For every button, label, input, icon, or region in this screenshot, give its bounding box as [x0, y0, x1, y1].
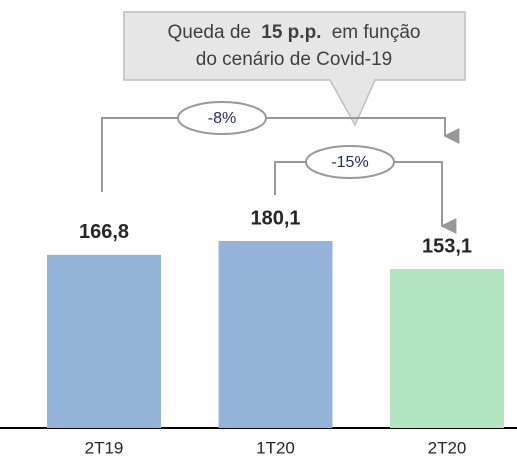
callout-bold: 15 p.p.: [261, 22, 321, 43]
change-label: -15%: [331, 154, 368, 171]
callout-line1: Queda de 15 p.p. em função: [168, 22, 421, 43]
callout-box: [123, 11, 466, 127]
callout-line2: do cenário de Covid-19: [196, 49, 392, 70]
change-bubble: [305, 145, 395, 179]
callout-text: em função: [332, 22, 421, 43]
change-bubble: [177, 101, 267, 135]
x-tick-label: 2T20: [428, 438, 467, 457]
bar: [218, 241, 333, 428]
callout-text: Queda de: [168, 22, 251, 43]
value-label: 153,1: [422, 235, 472, 257]
value-label: 180,1: [250, 207, 300, 229]
change-label: -8%: [208, 110, 236, 127]
connector: [101, 117, 460, 192]
x-tick-label: 1T20: [256, 438, 295, 457]
bar: [47, 254, 161, 428]
bar: [390, 269, 504, 428]
x-tick-label: 2T19: [85, 438, 124, 457]
value-label: 166,8: [79, 221, 129, 243]
